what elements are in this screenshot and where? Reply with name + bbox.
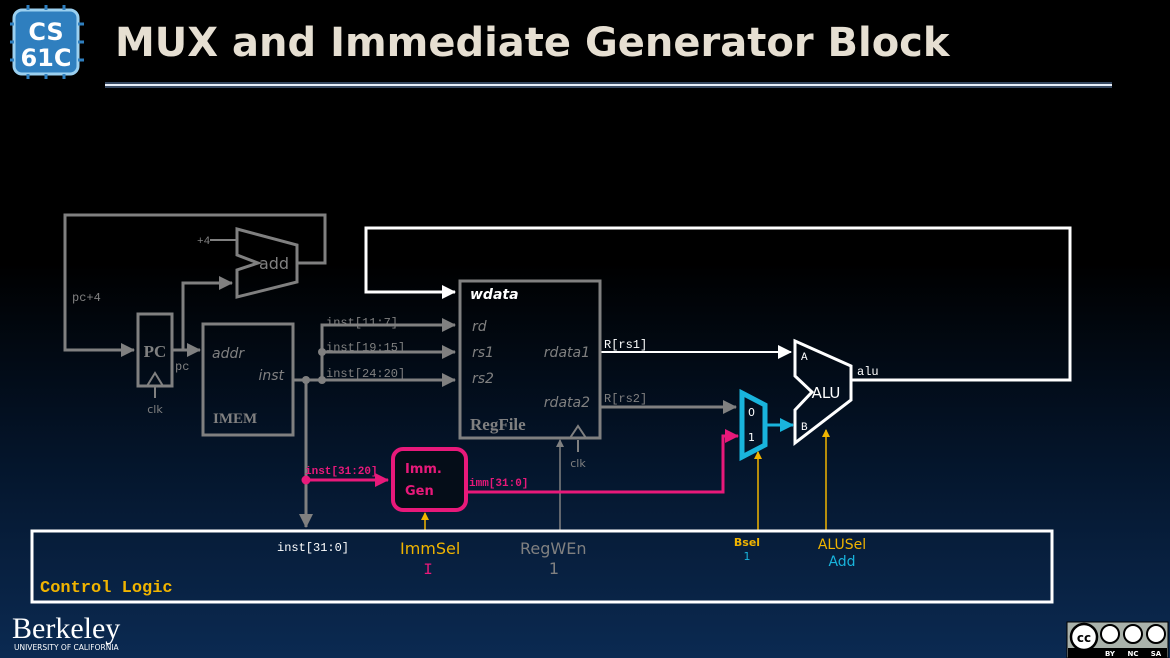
svg-text:rd: rd <box>472 319 487 335</box>
svg-text:rdata1: rdata1 <box>544 345 590 361</box>
active-wires <box>364 226 1072 382</box>
wire-label-rs1: inst[19:15] <box>326 341 405 355</box>
svg-text:Imm.: Imm. <box>405 462 442 477</box>
svg-text:CS: CS <box>28 18 63 46</box>
nc-icon <box>1123 624 1143 644</box>
sa-icon <box>1146 624 1166 644</box>
svg-text:ALU: ALU <box>812 384 841 402</box>
svg-text:addr: addr <box>212 346 245 362</box>
svg-text:add: add <box>259 254 289 273</box>
immgen-block: Imm. Gen <box>391 447 468 512</box>
berkeley-logo: Berkeley UNIVERSITY OF CALIFORNIA <box>12 612 120 652</box>
svg-text:inst: inst <box>258 368 284 384</box>
by-icon <box>1100 624 1120 644</box>
svg-text:Berkeley: Berkeley <box>12 612 120 645</box>
control-logic-label: Control Logic <box>40 579 173 598</box>
svg-text:UNIVERSITY OF CALIFORNIA: UNIVERSITY OF CALIFORNIA <box>14 643 120 652</box>
svg-text:Gen: Gen <box>405 484 434 499</box>
wire-label-rd: inst[11:7] <box>326 316 398 330</box>
pc-plus4-label: pc+4 <box>72 291 101 305</box>
alusel-label: ALUSel <box>818 537 866 553</box>
immsel-value: I <box>423 561 433 579</box>
svg-text:rs1: rs1 <box>472 345 494 361</box>
svg-text:B: B <box>801 422 808 434</box>
bsel-value: 1 <box>744 550 751 563</box>
svg-text:rs2: rs2 <box>472 371 494 387</box>
plus4-label: +4 <box>197 236 211 248</box>
wire-label-imm-in: inst[31:20] <box>305 466 378 478</box>
svg-text:0: 0 <box>748 406 755 419</box>
svg-text:1: 1 <box>748 431 755 444</box>
imem-block: addr inst IMEM <box>201 322 295 437</box>
svg-text:PC: PC <box>144 342 167 361</box>
svg-text:IMEM: IMEM <box>213 411 257 427</box>
regwen-value: 1 <box>549 559 559 578</box>
wire-label-rdata2: R[rs2] <box>604 392 647 406</box>
svg-text:rdata2: rdata2 <box>544 395 590 411</box>
cs61c-logo: CS 61C <box>10 5 84 79</box>
svg-text:NC: NC <box>1128 650 1139 658</box>
junction-dot <box>318 376 326 384</box>
regfile-block: wdata rd rs1 rs2 rdata1 rdata2 RegFile <box>458 279 602 440</box>
wire-label-rs2: inst[24:20] <box>326 367 405 381</box>
svg-text:61C: 61C <box>20 44 71 72</box>
svg-text:BY: BY <box>1105 650 1116 658</box>
regfile-clk-label: clk <box>570 457 586 470</box>
pc-adder: add <box>235 227 299 299</box>
junction-dot <box>302 376 310 384</box>
pc-label: pc <box>175 360 189 374</box>
imm-output-wire <box>466 429 739 494</box>
wire-label-inst-all: inst[31:0] <box>277 541 349 555</box>
svg-text:RegFile: RegFile <box>470 415 526 434</box>
slide-title: MUX and Immediate Generator Block <box>115 20 951 66</box>
svg-text:SA: SA <box>1151 650 1162 658</box>
wire-label-imm-out: imm[31:0] <box>469 478 528 490</box>
immsel-label: ImmSel <box>400 539 460 558</box>
wire-label-rdata1: R[rs1] <box>604 338 647 352</box>
wire-label-alu: alu <box>857 365 879 379</box>
bsel-mux: 0 1 <box>739 388 768 462</box>
control-logic-block <box>30 529 1054 604</box>
pc-clk-label: clk <box>147 403 163 416</box>
junction-dot <box>301 475 311 485</box>
alusel-value: Add <box>828 554 855 570</box>
junction-dot <box>318 348 326 356</box>
bsel-label: Bsel <box>734 536 760 549</box>
regwen-label: RegWEn <box>520 539 586 558</box>
cc-license-badge: cc BY NC SA <box>1066 621 1169 658</box>
svg-text:wdata: wdata <box>470 287 519 303</box>
pc-register: PC <box>136 312 174 388</box>
cc-icon: cc <box>1077 631 1091 645</box>
alu-block: ALU A B <box>793 338 853 447</box>
svg-text:A: A <box>801 352 808 364</box>
